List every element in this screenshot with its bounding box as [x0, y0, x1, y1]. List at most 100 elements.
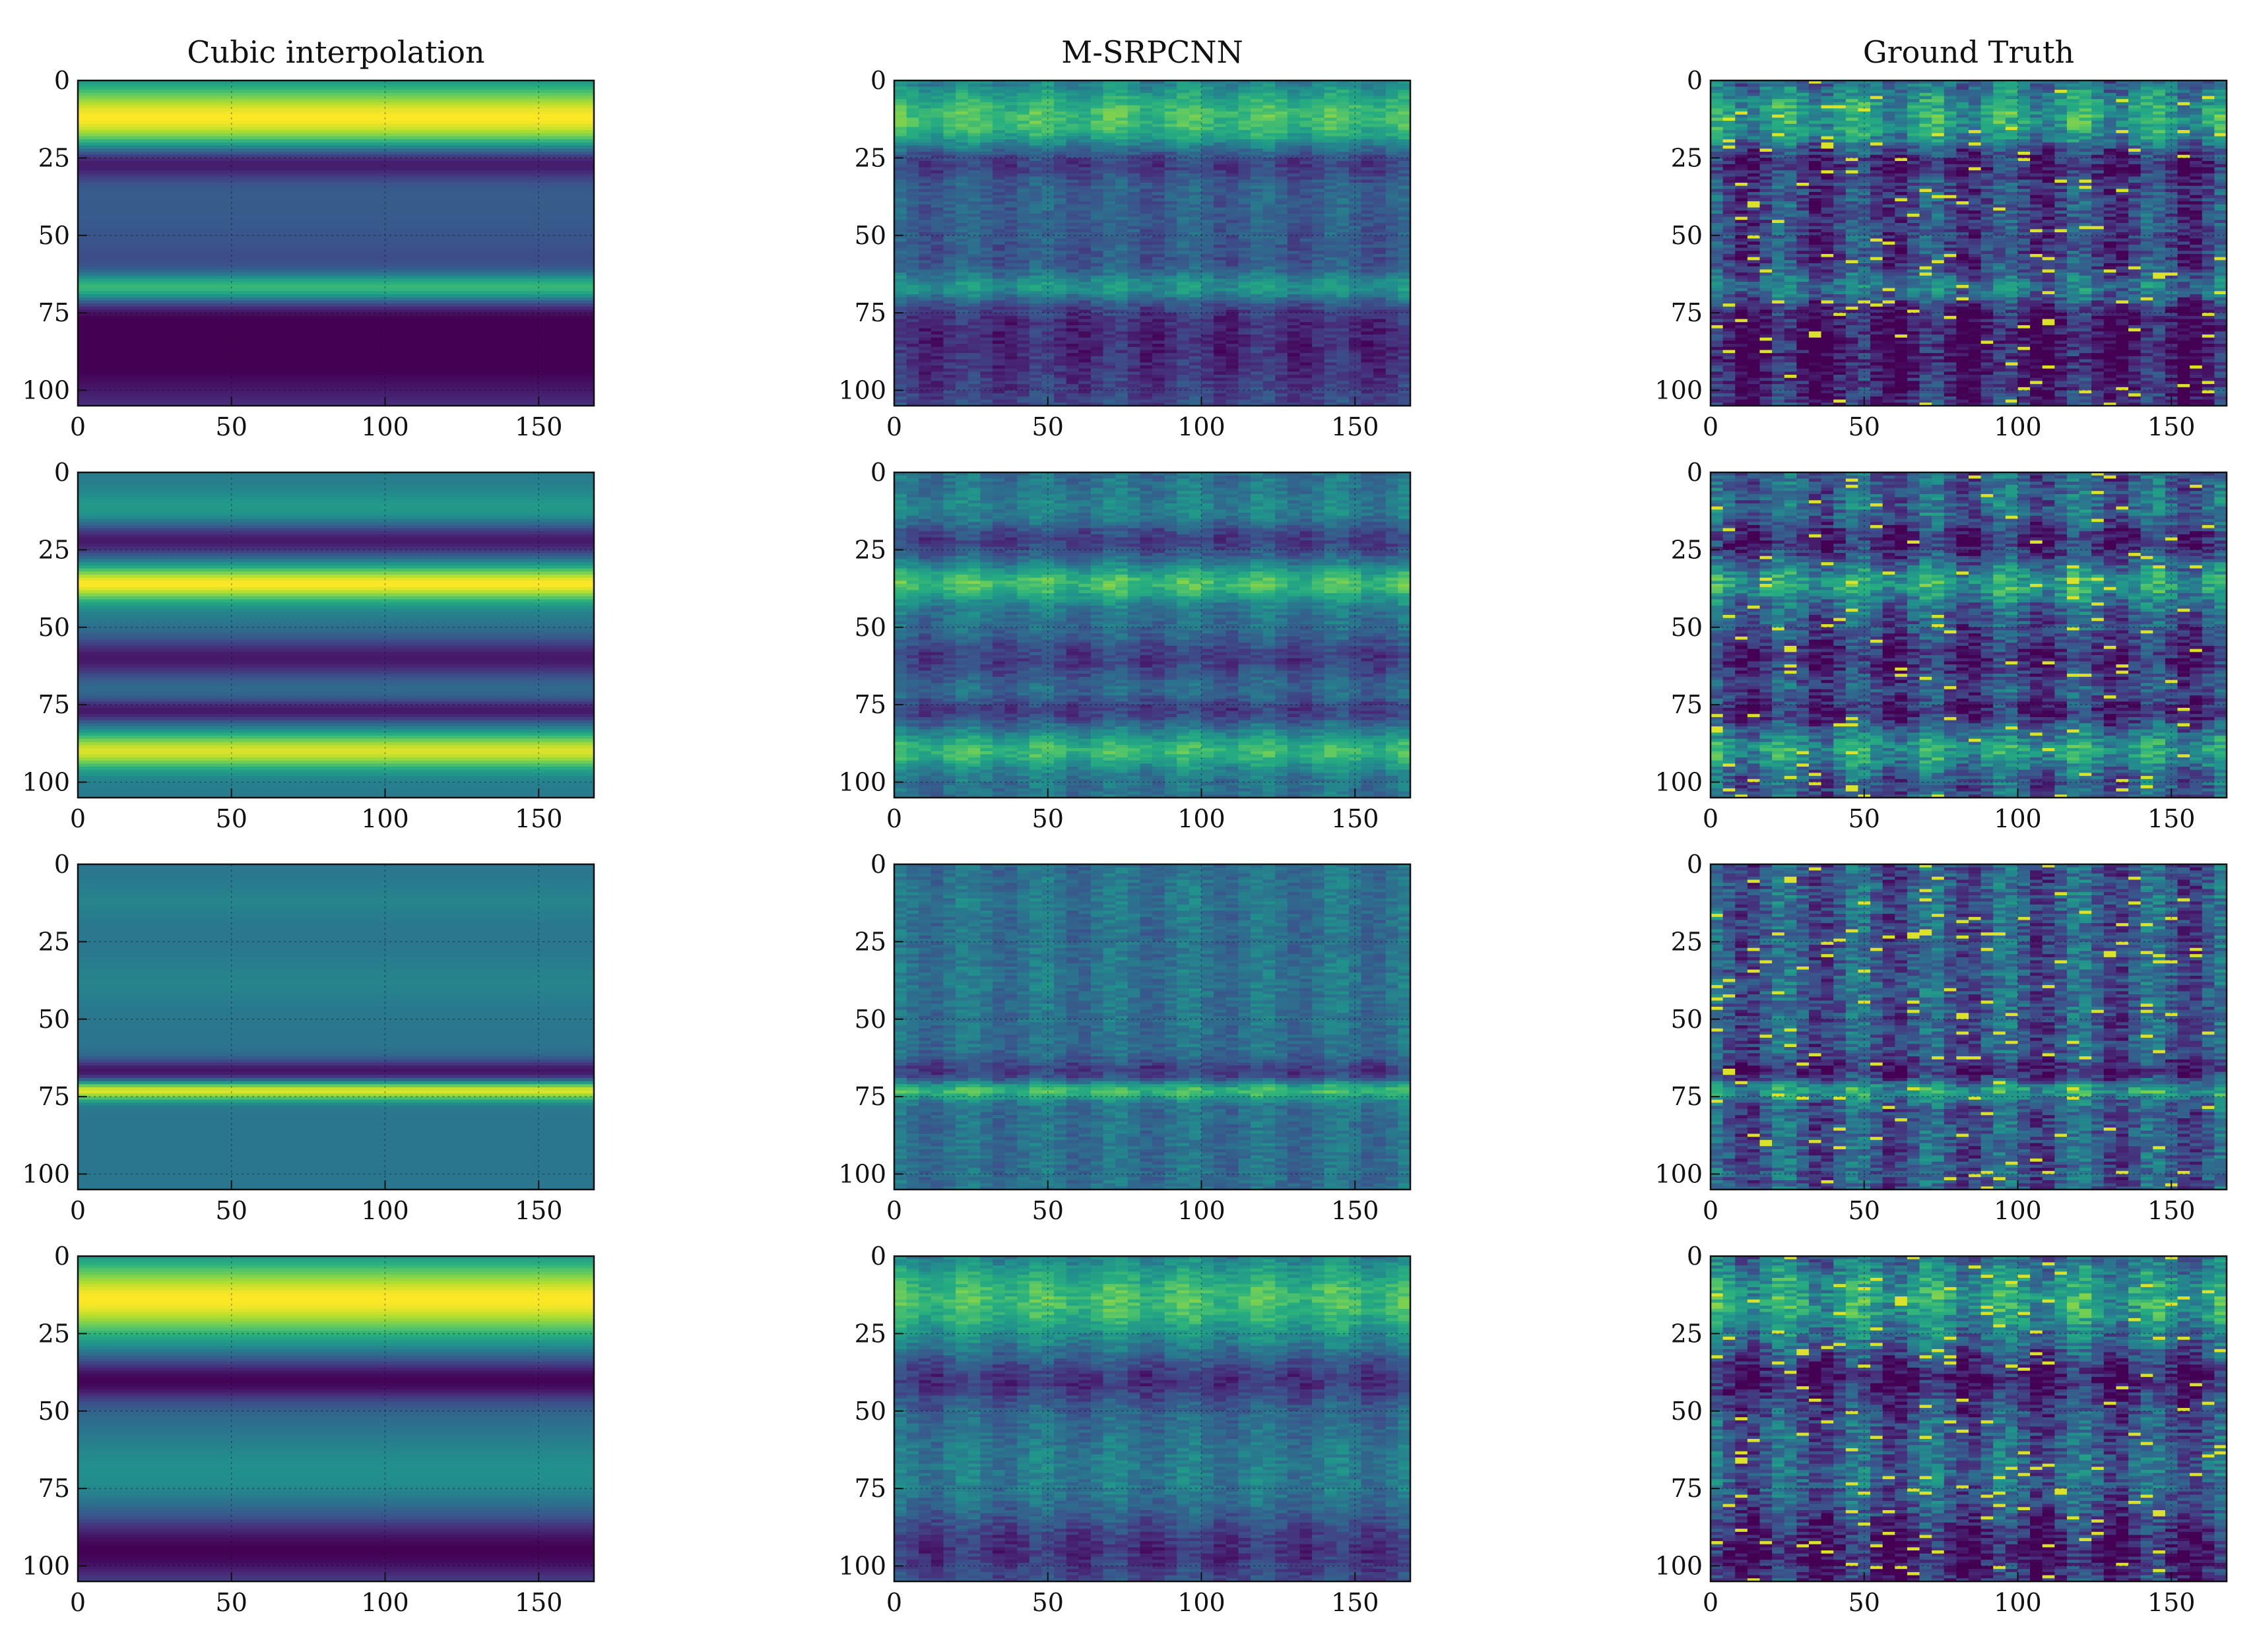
heatmap-cell	[1288, 133, 1300, 137]
heatmap-cell	[956, 99, 968, 102]
heatmap-cell	[1325, 90, 1337, 93]
heatmap-cell	[980, 117, 993, 121]
heatmap-cell	[1017, 96, 1030, 99]
heatmap-cell	[1066, 102, 1079, 106]
heatmap-cell	[1361, 84, 1374, 87]
heatmap-cell	[1238, 99, 1251, 102]
heatmap-cell	[1066, 90, 1079, 93]
heatmap-row	[78, 267, 594, 270]
title-m-srpcnn: M-SRPCNN	[1061, 34, 1243, 70]
heatmap-cell	[1165, 108, 1177, 111]
heatmap-cell	[1275, 139, 1288, 143]
heatmap-cell	[1226, 115, 1239, 118]
heatmap-cell	[1201, 137, 1214, 140]
heatmap-row	[78, 365, 594, 369]
heatmap-cell	[1361, 127, 1374, 130]
heatmap-cell	[1005, 111, 1018, 115]
heatmap-cell	[943, 102, 956, 106]
heatmap-cell	[1030, 102, 1042, 106]
heatmap-cell	[1398, 84, 1410, 87]
heatmap-row	[78, 127, 594, 130]
heatmap-cell	[1361, 124, 1374, 127]
heatmap-cell	[1336, 102, 1349, 106]
heatmap-cell	[1325, 84, 1337, 87]
heatmap-cell	[1214, 137, 1226, 140]
heatmap-cell	[1189, 130, 1202, 133]
heatmap-cell	[931, 106, 944, 109]
heatmap-cell	[1078, 139, 1091, 143]
heatmap-cell	[1066, 93, 1079, 96]
heatmap-cell	[1312, 90, 1325, 93]
heatmap-cell	[968, 90, 981, 93]
heatmap-cell	[1165, 84, 1177, 87]
heatmap-cell	[1386, 127, 1398, 130]
heatmap-row	[78, 353, 594, 356]
heatmap-cell	[1030, 96, 1042, 99]
heatmap-cell	[1091, 102, 1103, 106]
heatmap-cell	[1386, 86, 1398, 90]
heatmap-cell	[1201, 93, 1214, 96]
heatmap-cell	[1226, 106, 1239, 109]
heatmap-cell	[1115, 127, 1128, 130]
heatmap-cell	[1238, 130, 1251, 133]
heatmap-row	[78, 167, 594, 170]
heatmap-cell	[1251, 90, 1263, 93]
heatmap-cell	[1325, 99, 1337, 102]
heatmap-cell	[1165, 90, 1177, 93]
heatmap-cell	[1177, 124, 1189, 127]
heatmap-cell	[1005, 143, 1018, 146]
heatmap-cell	[1226, 96, 1239, 99]
heatmap-cell	[968, 130, 981, 133]
heatmap-cell	[1312, 133, 1325, 137]
heatmap-cell	[1288, 117, 1300, 121]
heatmap-cell	[1288, 84, 1300, 87]
heatmap-cell	[1017, 143, 1030, 146]
heatmap-cell	[919, 127, 931, 130]
heatmap-cell	[1115, 106, 1128, 109]
heatmap-cell	[919, 133, 931, 137]
heatmap-cell	[1140, 127, 1152, 130]
heatmap-row	[78, 217, 594, 220]
heatmap-cell	[1312, 130, 1325, 133]
heatmap-row	[78, 340, 594, 344]
heatmap-cell	[1017, 130, 1030, 133]
heatmap-cell	[1361, 90, 1374, 93]
heatmap-cell	[894, 106, 907, 109]
heatmap-cell	[980, 137, 993, 140]
heatmap-cell	[907, 115, 919, 118]
heatmap-cell	[993, 139, 1005, 143]
heatmap-row	[78, 205, 594, 208]
heatmap-cell	[1140, 86, 1152, 90]
heatmap-cell	[1152, 133, 1165, 137]
heatmap-row	[78, 397, 594, 400]
heatmap-cell	[931, 99, 944, 102]
heatmap-cell	[1115, 96, 1128, 99]
heatmap-cell	[1288, 137, 1300, 140]
heatmap-row	[78, 238, 594, 241]
heatmap-cell	[968, 93, 981, 96]
heatmap-cell	[1299, 139, 1312, 143]
heatmap-cell	[980, 84, 993, 87]
heatmap-cell	[1251, 108, 1263, 111]
heatmap-cell	[894, 133, 907, 137]
heatmap-cell	[1165, 124, 1177, 127]
heatmap-cell	[1054, 99, 1066, 102]
heatmap-cell	[1373, 115, 1386, 118]
heatmap-cell	[980, 99, 993, 102]
heatmap-cell	[894, 137, 907, 140]
heatmap-cell	[1152, 102, 1165, 106]
heatmap-cell	[1140, 115, 1152, 118]
heatmap-cell	[907, 124, 919, 127]
heatmap-cell	[1214, 99, 1226, 102]
heatmap-cell	[1312, 84, 1325, 87]
heatmap-cell	[1312, 121, 1325, 124]
heatmap-cell	[1128, 117, 1140, 121]
heatmap-cell	[1263, 106, 1276, 109]
heatmap-cell	[1066, 106, 1079, 109]
heatmap-cell	[968, 117, 981, 121]
heatmap-cell	[919, 117, 931, 121]
heatmap-cell	[1373, 121, 1386, 124]
heatmap-cell	[894, 111, 907, 115]
heatmap-cell	[1226, 102, 1239, 106]
heatmap-cell	[1214, 111, 1226, 115]
